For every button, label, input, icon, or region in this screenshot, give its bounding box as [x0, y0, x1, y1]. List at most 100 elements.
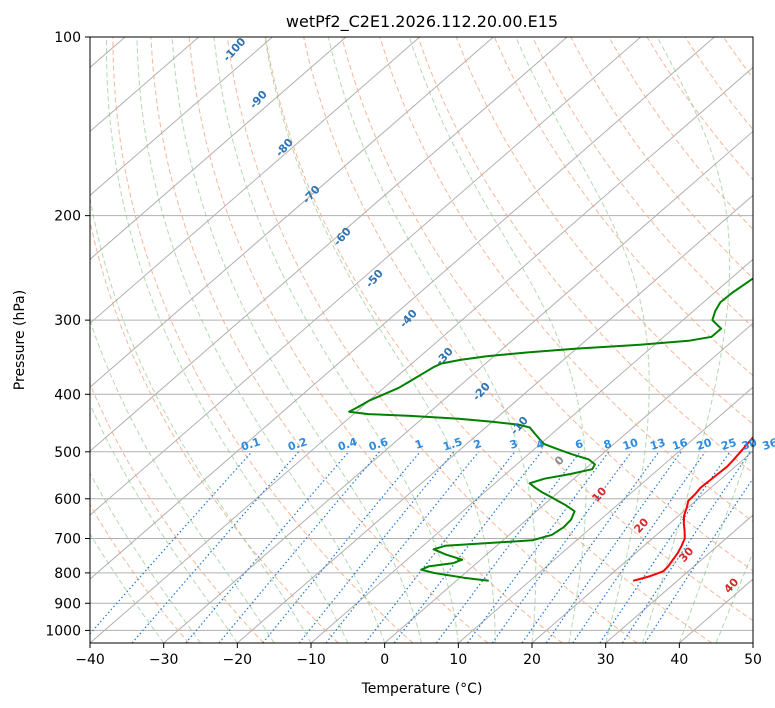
- x-tick-label: −10: [296, 652, 326, 668]
- mixing-ratio-line: [545, 451, 682, 643]
- y-tick-label: 900: [54, 596, 81, 612]
- moist-adiabat-line: [90, 403, 238, 643]
- mixing-ratio-label: 16: [671, 436, 690, 453]
- moist-adiabat-line: [90, 195, 312, 643]
- mixing-ratio-label: 2: [472, 437, 483, 452]
- dewpoint-profile-line: [348, 277, 753, 582]
- mixing-ratio-label: 30: [740, 436, 759, 453]
- mixing-ratio-label: 0.1: [239, 435, 262, 453]
- dry-adiabat-line: [379, 37, 753, 523]
- y-tick-label: 400: [54, 387, 81, 403]
- moist-adiabat-line: [264, 37, 496, 643]
- moist-adiabat-line: [678, 440, 753, 643]
- chart-title: wetPf2_C2E1.2026.112.20.00.E15: [286, 12, 558, 32]
- x-tick-label: 30: [597, 652, 615, 668]
- dry-adiabat-line: [532, 37, 753, 328]
- moist-adiabat-line: [642, 37, 731, 643]
- y-tick-label: 200: [54, 209, 81, 225]
- x-axis-label: Temperature (°C): [361, 681, 483, 697]
- isotherm-line: [237, 194, 753, 643]
- mixing-ratio-line: [644, 477, 753, 643]
- mixing-ratio-line: [599, 451, 731, 643]
- moist-adiabat-line: [90, 472, 201, 643]
- mixing-ratio-line: [393, 451, 542, 643]
- mixing-ratio-line: [621, 451, 751, 643]
- moist-adiabat-line: [213, 37, 459, 643]
- mixing-ratio-line: [572, 451, 706, 643]
- isotherm-line: [90, 66, 753, 643]
- dry-adiabat-line: [90, 219, 339, 643]
- mixing-ratio-line: [521, 451, 660, 643]
- background-lines: [90, 37, 753, 643]
- mixing-ratio-line: [262, 451, 421, 643]
- isotherm-line: [531, 450, 753, 643]
- y-axis-label: Pressure (hPa): [12, 290, 28, 390]
- dry-adiabat-line: [112, 37, 414, 643]
- moist-adiabat-line: [408, 37, 587, 643]
- x-tick-label: 0: [380, 652, 389, 668]
- mixing-ratio-line: [218, 451, 380, 643]
- y-tick-label: 600: [54, 492, 81, 508]
- isotherm-line: [90, 37, 715, 580]
- mixing-ratio-label: 36: [761, 436, 775, 453]
- mixing-ratio-label: 6: [574, 437, 586, 452]
- mixing-ratio-line: [467, 451, 610, 643]
- isotherm-line: [90, 37, 494, 388]
- moist-adiabat-line: [90, 319, 275, 643]
- temperature-profile-line: [632, 435, 753, 582]
- moist-adiabat-line: [515, 37, 650, 643]
- y-tick-label: 1000: [45, 623, 81, 639]
- moist-adiabat-line: [327, 37, 537, 643]
- y-axis-ticks: 100 200 300 400 500 600 700 800 900 1000: [45, 30, 90, 639]
- dry-adiabat-line: [188, 37, 563, 643]
- profile-lines: [348, 277, 753, 582]
- x-tick-label: −30: [149, 652, 179, 668]
- isotherm-line: [90, 37, 273, 197]
- dry-adiabat-line: [341, 37, 753, 572]
- mixing-ratio-label: 0.4: [336, 435, 359, 453]
- dry-adiabat-line: [90, 382, 264, 643]
- x-axis-ticks: −40 −30 −20 −10 0 10 20 30 40 50: [75, 643, 762, 668]
- mixing-ratio-line: [325, 451, 480, 643]
- x-tick-label: 40: [670, 652, 688, 668]
- y-tick-label: 800: [54, 566, 81, 582]
- isotherm-line: [90, 37, 347, 260]
- isotherm-line: [458, 386, 753, 643]
- y-tick-label: 700: [54, 532, 81, 548]
- dry-adiabat-line: [417, 37, 753, 474]
- isotherm-line: [90, 37, 421, 324]
- mixing-ratio-label: 3: [508, 437, 519, 452]
- mixing-ratio-line: [298, 451, 455, 643]
- mixing-ratio-line: [90, 451, 253, 635]
- isotherm-line: [605, 514, 753, 643]
- mixing-ratio-line: [491, 451, 632, 643]
- moist-adiabat-line: [90, 532, 165, 643]
- mixing-ratio-label: 13: [649, 436, 668, 453]
- isotherm-line: [90, 37, 642, 516]
- mixing-ratio-label: 25: [720, 436, 739, 453]
- mixing-ratio-label: 4: [535, 437, 547, 452]
- x-tick-label: 50: [744, 652, 762, 668]
- isotherm-line: [163, 130, 753, 643]
- mixing-ratio-label: 1.5: [441, 435, 464, 453]
- x-tick-label: −20: [223, 652, 253, 668]
- mixing-ratio-label: 20: [695, 436, 714, 453]
- x-tick-label: −40: [75, 652, 105, 668]
- dry-adiabat-line: [455, 37, 753, 425]
- mixing-ratio-label: 1: [413, 437, 424, 452]
- x-tick-label: 20: [523, 652, 541, 668]
- line-labels: 0.1 0.2 0.4 0.6 1 1.5 2 3 4 6 8 10 13 16 20 25 30 36-100-…: [220, 35, 775, 596]
- mixing-ratio-label: 8: [602, 437, 613, 452]
- x-tick-label: 10: [449, 652, 467, 668]
- moist-adiabat-line: [136, 37, 386, 643]
- dry-adiabat-line: [303, 37, 753, 622]
- moist-adiabat-line: [171, 37, 422, 643]
- mixing-ratio-label: 10: [621, 436, 640, 453]
- plot-frame: [89, 36, 754, 644]
- dry-adiabat-line: [150, 37, 488, 643]
- mixing-ratio-label: 0.6: [367, 435, 390, 453]
- y-tick-label: 100: [54, 30, 81, 46]
- y-tick-label: 300: [54, 313, 81, 329]
